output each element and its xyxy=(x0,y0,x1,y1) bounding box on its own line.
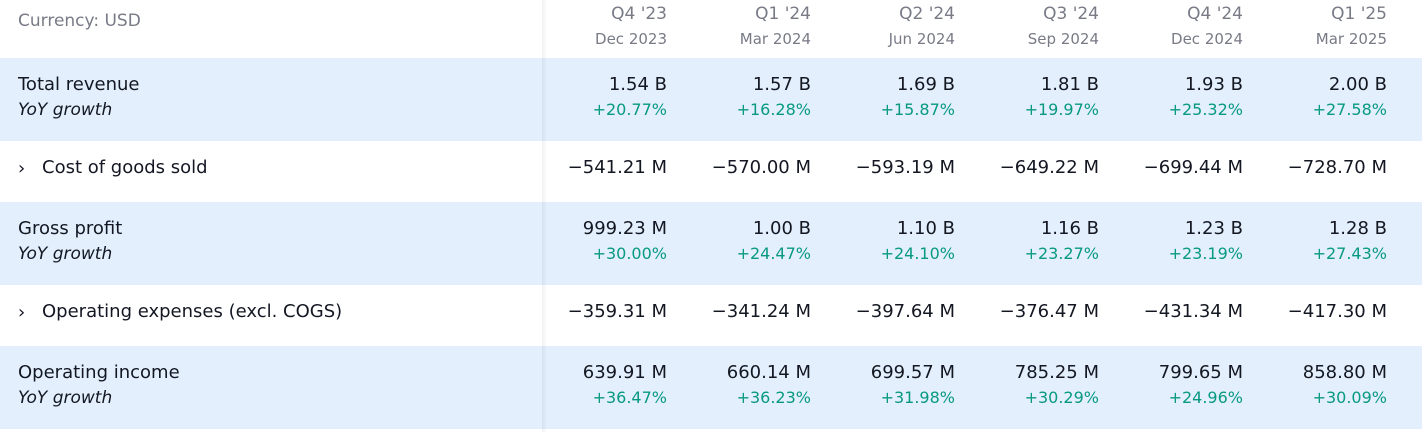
row-sub-label: YoY growth xyxy=(18,100,113,120)
chevron-right-icon[interactable]: › xyxy=(18,158,26,179)
column-date: Dec 2023 xyxy=(595,30,667,48)
table-header: Currency: USD Q4 '23 Dec 2023 Q1 '24 Mar… xyxy=(0,0,1422,58)
value-cell: 1.00 B xyxy=(752,218,811,239)
value-cell: −593.19 M xyxy=(855,157,955,178)
column-header-4: Q3 '24 Sep 2024 xyxy=(969,4,1099,49)
row-cost-of-goods-sold[interactable]: › Cost of goods sold −541.21 M −570.00 M… xyxy=(0,141,1422,202)
value-cell: 1.81 B xyxy=(1040,74,1099,95)
value-cell: 1.28 B xyxy=(1328,218,1387,239)
growth-cell: +27.58% xyxy=(1312,100,1387,119)
value-cell: −728.70 M xyxy=(1287,157,1387,178)
value-cell: 1.16 B xyxy=(1040,218,1099,239)
column-date: Mar 2025 xyxy=(1315,30,1387,48)
row-label[interactable]: Operating expenses (excl. COGS) xyxy=(42,301,343,322)
value-cell: −376.47 M xyxy=(999,301,1099,322)
value-cell: 2.00 B xyxy=(1328,74,1387,95)
column-date: Jun 2024 xyxy=(888,30,955,48)
column-quarter: Q4 '23 xyxy=(611,4,667,24)
column-header-5: Q4 '24 Dec 2024 xyxy=(1113,4,1243,49)
row-label: Total revenue xyxy=(18,74,140,95)
value-cell: −359.31 M xyxy=(567,301,667,322)
row-total-revenue: Total revenue YoY growth 1.54 B 1.57 B 1… xyxy=(0,58,1422,141)
row-operating-income: Operating income YoY growth 639.91 M 660… xyxy=(0,346,1422,429)
column-date: Dec 2024 xyxy=(1171,30,1243,48)
value-cell: −699.44 M xyxy=(1143,157,1243,178)
growth-cell: +36.47% xyxy=(592,388,667,407)
growth-cell: +30.29% xyxy=(1024,388,1099,407)
growth-cell: +16.28% xyxy=(736,100,811,119)
value-cell: 799.65 M xyxy=(1158,362,1243,383)
column-header-2: Q1 '24 Mar 2024 xyxy=(681,4,811,49)
growth-cell: +24.96% xyxy=(1168,388,1243,407)
row-gross-profit: Gross profit YoY growth 999.23 M 1.00 B … xyxy=(0,202,1422,285)
value-cell: 1.23 B xyxy=(1184,218,1243,239)
column-header-3: Q2 '24 Jun 2024 xyxy=(825,4,955,49)
value-cell: −431.34 M xyxy=(1143,301,1243,322)
row-sub-label: YoY growth xyxy=(18,244,113,264)
growth-cell: +36.23% xyxy=(736,388,811,407)
growth-cell: +24.10% xyxy=(880,244,955,263)
chevron-right-icon[interactable]: › xyxy=(18,302,26,323)
value-cell: −341.24 M xyxy=(711,301,811,322)
growth-cell: +30.00% xyxy=(592,244,667,263)
value-cell: 639.91 M xyxy=(582,362,667,383)
value-cell: 999.23 M xyxy=(582,218,667,239)
growth-cell: +30.09% xyxy=(1312,388,1387,407)
value-cell: 858.80 M xyxy=(1302,362,1387,383)
column-quarter: Q2 '24 xyxy=(899,4,955,24)
column-header-6: Q1 '25 Mar 2025 xyxy=(1257,4,1387,49)
sticky-column-shadow xyxy=(542,0,547,432)
row-label: Operating income xyxy=(18,362,180,383)
value-cell: 1.69 B xyxy=(896,74,955,95)
column-date: Sep 2024 xyxy=(1027,30,1099,48)
value-cell: −649.22 M xyxy=(999,157,1099,178)
value-cell: 1.10 B xyxy=(896,218,955,239)
value-cell: 1.57 B xyxy=(752,74,811,95)
value-cell: 1.54 B xyxy=(608,74,667,95)
growth-cell: +23.27% xyxy=(1024,244,1099,263)
growth-cell: +27.43% xyxy=(1312,244,1387,263)
value-cell: 699.57 M xyxy=(870,362,955,383)
column-date: Mar 2024 xyxy=(739,30,811,48)
growth-cell: +19.97% xyxy=(1024,100,1099,119)
row-label: Gross profit xyxy=(18,218,123,239)
row-operating-expenses[interactable]: › Operating expenses (excl. COGS) −359.3… xyxy=(0,285,1422,346)
value-cell: −397.64 M xyxy=(855,301,955,322)
growth-cell: +24.47% xyxy=(736,244,811,263)
value-cell: −541.21 M xyxy=(567,157,667,178)
value-cell: −417.30 M xyxy=(1287,301,1387,322)
column-quarter: Q3 '24 xyxy=(1043,4,1099,24)
growth-cell: +20.77% xyxy=(592,100,667,119)
column-quarter: Q1 '25 xyxy=(1331,4,1387,24)
value-cell: 1.93 B xyxy=(1184,74,1243,95)
column-quarter: Q4 '24 xyxy=(1187,4,1243,24)
growth-cell: +15.87% xyxy=(880,100,955,119)
value-cell: −570.00 M xyxy=(711,157,811,178)
row-label[interactable]: Cost of goods sold xyxy=(42,157,208,178)
column-quarter: Q1 '24 xyxy=(755,4,811,24)
value-cell: 785.25 M xyxy=(1014,362,1099,383)
growth-cell: +31.98% xyxy=(880,388,955,407)
row-sub-label: YoY growth xyxy=(18,388,113,408)
currency-label: Currency: USD xyxy=(18,11,141,31)
growth-cell: +23.19% xyxy=(1168,244,1243,263)
growth-cell: +25.32% xyxy=(1168,100,1243,119)
column-header-1: Q4 '23 Dec 2023 xyxy=(537,4,667,49)
value-cell: 660.14 M xyxy=(726,362,811,383)
